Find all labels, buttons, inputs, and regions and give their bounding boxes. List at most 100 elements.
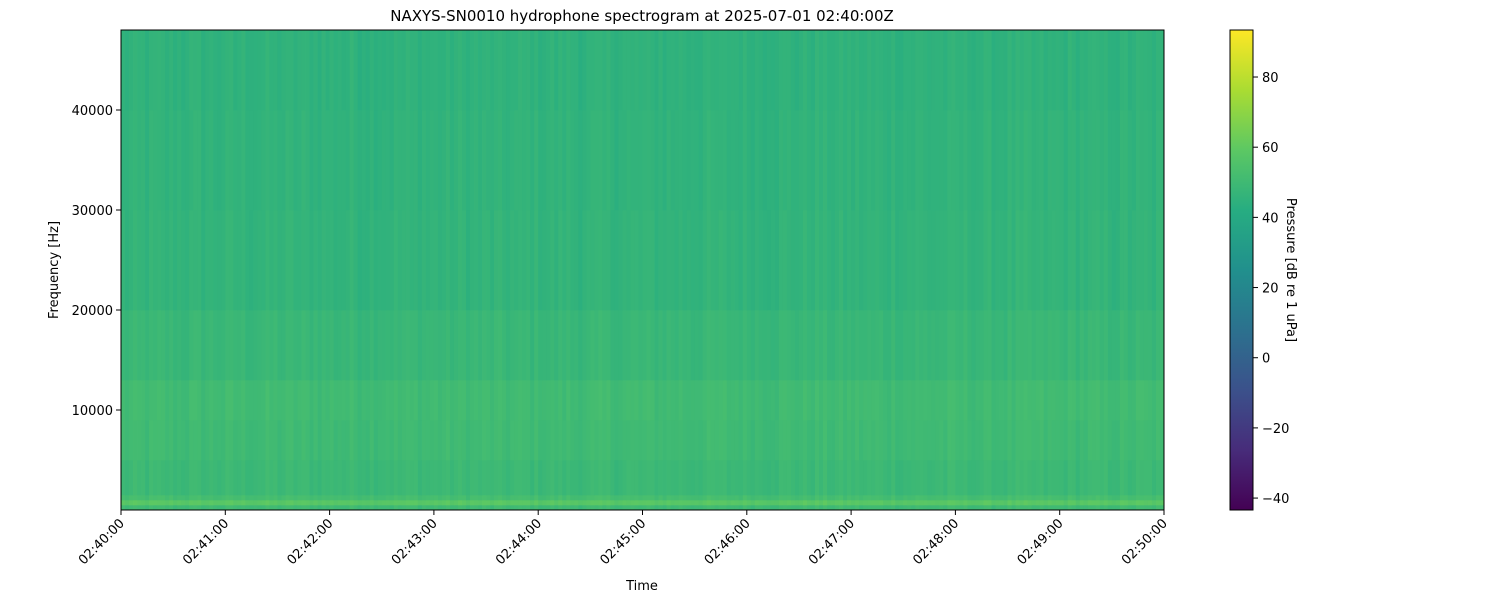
spectrogram-cell: [217, 110, 222, 211]
spectrogram-cell: [313, 310, 318, 381]
spectrogram-cell: [365, 495, 371, 501]
spectrogram-cell: [778, 460, 784, 496]
spectrogram-cell: [1155, 30, 1161, 111]
spectrogram-cell: [353, 460, 359, 496]
spectrogram-cell: [389, 500, 395, 506]
spectrogram-cell: [333, 505, 339, 511]
spectrogram-cell: [646, 495, 651, 501]
spectrogram-cell: [558, 380, 563, 421]
spectrogram-cell: [794, 420, 800, 461]
spectrogram-cell: [453, 495, 459, 501]
spectrogram-cell: [646, 110, 651, 211]
spectrogram-cell: [253, 500, 258, 506]
spectrogram-cell: [839, 505, 844, 511]
spectrogram-cell: [229, 460, 234, 496]
spectrogram-cell: [782, 500, 788, 506]
spectrogram-cell: [161, 30, 166, 111]
spectrogram-cell: [746, 460, 752, 496]
spectrogram-cell: [734, 30, 740, 111]
spectrogram-cell: [590, 110, 595, 211]
spectrogram-cell: [417, 505, 423, 511]
spectrogram-cell: [1023, 380, 1029, 421]
spectrogram-cell: [758, 420, 764, 461]
spectrogram-cell: [1139, 310, 1145, 381]
spectrogram-cell: [911, 30, 916, 111]
spectrogram-cell: [674, 310, 679, 381]
spectrogram-cell: [1023, 505, 1029, 511]
spectrogram-cell: [317, 30, 322, 111]
spectrogram-cell: [1019, 505, 1024, 511]
spectrogram-cell: [173, 110, 178, 211]
spectrogram-cell: [542, 495, 547, 501]
spectrogram-cell: [927, 210, 932, 311]
spectrogram-cell: [221, 505, 226, 511]
spectrogram-cell: [758, 210, 764, 311]
spectrogram-cell: [185, 210, 190, 311]
spectrogram-cell: [482, 420, 487, 461]
spectrogram-cell: [514, 495, 519, 501]
spectrogram-cell: [281, 310, 286, 381]
spectrogram-cell: [213, 30, 218, 111]
spectrogram-cell: [602, 420, 607, 461]
spectrogram-cell: [770, 495, 776, 501]
spectrogram-cell: [1059, 495, 1065, 501]
spectrogram-cell: [1159, 210, 1165, 311]
spectrogram-cell: [963, 460, 968, 496]
spectrogram-cell: [1115, 495, 1121, 501]
spectrogram-cell: [1071, 210, 1077, 311]
spectrogram-cell: [289, 380, 294, 421]
spectrogram-cell: [257, 210, 262, 311]
spectrogram-cell: [887, 505, 892, 511]
spectrogram-cell: [1151, 500, 1157, 506]
spectrogram-cell: [341, 310, 347, 381]
spectrogram-cell: [658, 30, 663, 111]
spectrogram-cell: [698, 210, 704, 311]
spectrogram-cell: [634, 500, 639, 506]
spectrogram-cell: [1107, 110, 1113, 211]
spectrogram-cell: [145, 495, 150, 501]
spectrogram-cell: [542, 310, 547, 381]
spectrogram-cell: [325, 210, 330, 311]
spectrogram-cell: [1159, 310, 1165, 381]
spectrogram-cell: [361, 30, 367, 111]
spectrogram-cell: [149, 110, 154, 211]
spectrogram-cell: [313, 460, 318, 496]
spectrogram-cell: [453, 310, 459, 381]
spectrogram-cell: [317, 495, 322, 501]
spectrogram-cell: [638, 420, 643, 461]
spectrogram-cell: [317, 380, 322, 421]
spectrogram-cell: [309, 460, 314, 496]
spectrogram-cell: [1151, 460, 1157, 496]
spectrogram-cell: [534, 380, 539, 421]
spectrogram-cell: [1087, 460, 1093, 496]
spectrogram-cell: [1083, 495, 1089, 501]
spectrogram-cell: [746, 495, 752, 501]
spectrogram-cell: [927, 110, 932, 211]
spectrogram-cell: [742, 110, 748, 211]
spectrogram-cell: [802, 505, 808, 511]
spectrogram-cell: [257, 460, 262, 496]
spectrogram-cell: [157, 460, 162, 496]
spectrogram-cell: [265, 380, 270, 421]
spectrogram-cell: [329, 110, 335, 211]
spectrogram-cell: [782, 380, 788, 421]
spectrogram-cell: [153, 460, 158, 496]
spectrogram-cell: [542, 110, 547, 211]
spectrogram-cell: [474, 505, 479, 511]
spectrogram-cell: [770, 110, 776, 211]
spectrogram-cell: [907, 110, 912, 211]
spectrogram-cell: [823, 505, 828, 511]
spectrogram-cell: [173, 495, 178, 501]
spectrogram-cell: [229, 210, 234, 311]
spectrogram-cell: [369, 110, 375, 211]
spectrogram-cell: [983, 495, 988, 501]
spectrogram-cell: [1023, 110, 1029, 211]
spectrogram-cell: [201, 460, 206, 496]
spectrogram-cell: [417, 310, 423, 381]
spectrogram-cell: [610, 110, 615, 211]
spectrogram-cell: [1119, 110, 1125, 211]
spectrogram-cell: [461, 500, 467, 506]
spectrogram-cell: [329, 495, 335, 501]
spectrogram-cell: [1119, 500, 1125, 506]
spectrogram-cell: [582, 210, 587, 311]
